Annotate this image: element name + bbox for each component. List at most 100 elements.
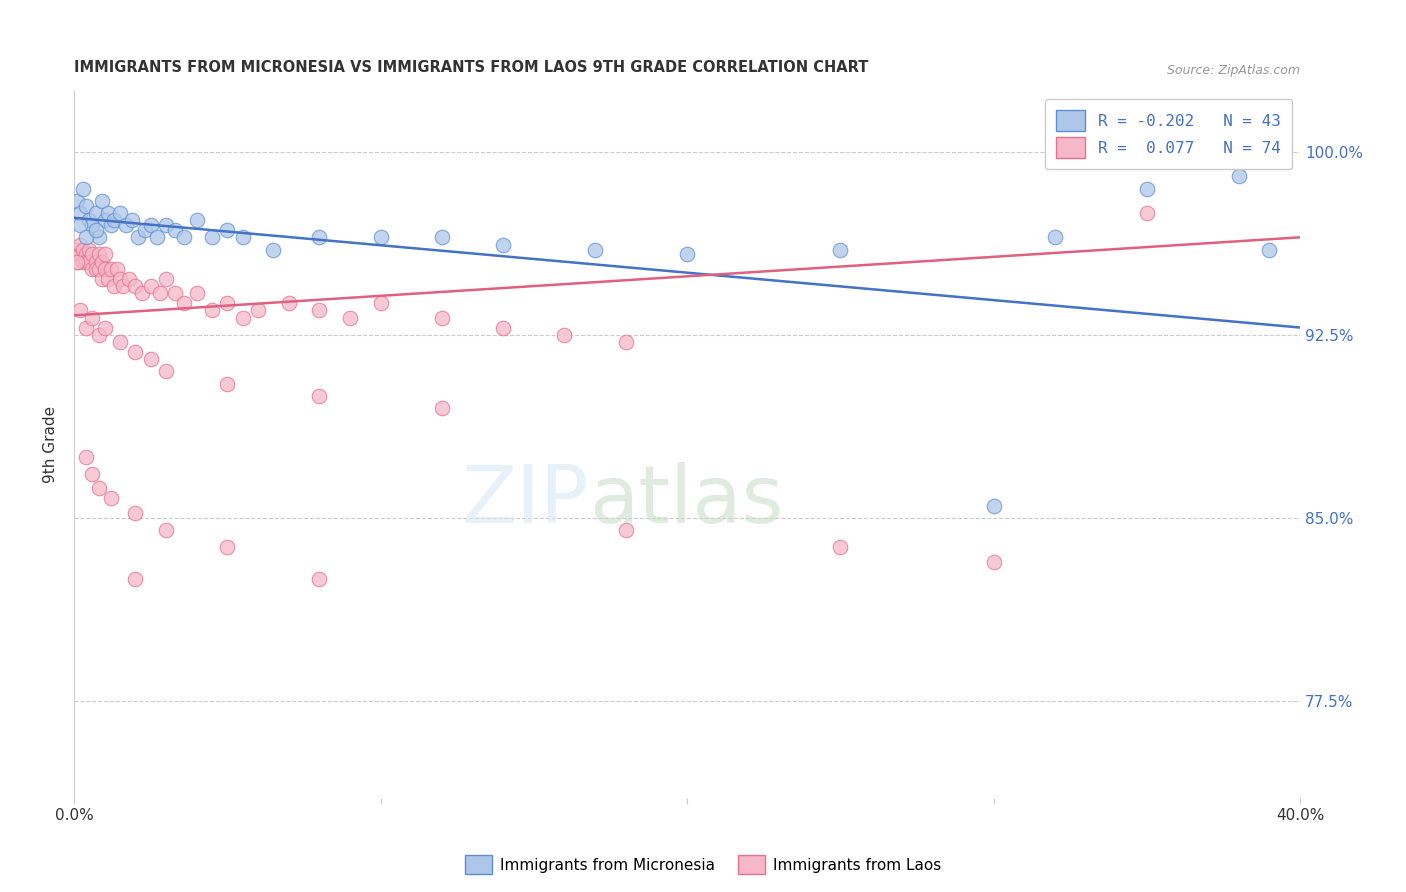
Point: [84, 254, 107, 268]
Point: [105, 262, 128, 277]
Point: [93, 320, 115, 334]
Point: [72, 254, 94, 268]
Point: [82, 247, 104, 261]
Point: [139, 218, 162, 232]
Point: [79, 243, 101, 257]
Point: [79, 254, 101, 268]
Point: [100, 218, 122, 232]
Point: [232, 230, 254, 244]
Point: [201, 230, 224, 244]
Point: [217, 296, 239, 310]
Point: [82, 218, 104, 232]
Point: [87, 327, 110, 342]
Point: [308, 572, 330, 586]
Point: [1258, 243, 1281, 257]
Point: [201, 303, 224, 318]
Point: [97, 272, 120, 286]
Point: [66, 254, 89, 268]
Point: [103, 213, 125, 227]
Point: [1043, 230, 1066, 244]
Point: [108, 206, 131, 220]
Point: [124, 572, 146, 586]
Point: [1227, 169, 1250, 184]
Point: [108, 335, 131, 350]
Point: [90, 272, 112, 286]
Point: [124, 506, 146, 520]
Point: [79, 213, 101, 227]
Point: [339, 310, 361, 325]
Point: [82, 310, 104, 325]
Point: [112, 279, 135, 293]
Point: [87, 262, 110, 277]
Point: [121, 213, 143, 227]
Point: [139, 352, 162, 367]
Point: [370, 230, 392, 244]
Point: [72, 243, 94, 257]
Point: [983, 499, 1005, 513]
Point: [124, 279, 146, 293]
Point: [173, 230, 195, 244]
Point: [72, 181, 94, 195]
Point: [165, 223, 187, 237]
Point: [983, 555, 1005, 569]
Point: [124, 345, 146, 359]
Point: [87, 230, 110, 244]
Point: [1136, 206, 1159, 220]
Y-axis label: 9th Grade: 9th Grade: [44, 406, 58, 483]
Point: [66, 243, 89, 257]
Legend: R = -0.202   N = 43, R =  0.077   N = 74: R = -0.202 N = 43, R = 0.077 N = 74: [1045, 99, 1292, 169]
Point: [308, 389, 330, 403]
Point: [103, 279, 125, 293]
Text: ZIP: ZIP: [461, 462, 589, 541]
Text: IMMIGRANTS FROM MICRONESIA VS IMMIGRANTS FROM LAOS 9TH GRADE CORRELATION CHART: IMMIGRANTS FROM MICRONESIA VS IMMIGRANTS…: [75, 60, 869, 75]
Text: atlas: atlas: [589, 462, 783, 541]
Point: [217, 376, 239, 391]
Point: [232, 310, 254, 325]
Point: [75, 199, 97, 213]
Point: [173, 296, 195, 310]
Point: [134, 223, 156, 237]
Point: [492, 237, 515, 252]
Point: [370, 296, 392, 310]
Point: [75, 254, 97, 268]
Point: [127, 230, 149, 244]
Point: [69, 303, 91, 318]
Point: [676, 247, 699, 261]
Point: [217, 540, 239, 554]
Point: [69, 237, 91, 252]
Point: [90, 254, 112, 268]
Point: [1136, 181, 1159, 195]
Point: [246, 303, 269, 318]
Point: [108, 272, 131, 286]
Point: [430, 310, 453, 325]
Point: [139, 279, 162, 293]
Point: [217, 223, 239, 237]
Point: [155, 364, 177, 378]
Point: [75, 450, 97, 464]
Point: [1227, 145, 1250, 159]
Point: [84, 223, 107, 237]
Legend: Immigrants from Micronesia, Immigrants from Laos: Immigrants from Micronesia, Immigrants f…: [458, 849, 948, 880]
Point: [155, 218, 177, 232]
Point: [186, 286, 208, 301]
Point: [118, 272, 141, 286]
Point: [69, 206, 91, 220]
Point: [93, 262, 115, 277]
Point: [308, 230, 330, 244]
Point: [90, 194, 112, 208]
Point: [308, 303, 330, 318]
Point: [69, 218, 91, 232]
Text: Source: ZipAtlas.com: Source: ZipAtlas.com: [1167, 64, 1301, 77]
Point: [430, 230, 453, 244]
Point: [93, 213, 115, 227]
Point: [492, 320, 515, 334]
Point: [100, 491, 122, 506]
Point: [69, 247, 91, 261]
Point: [66, 194, 89, 208]
Point: [830, 540, 852, 554]
Point: [82, 467, 104, 481]
Point: [84, 262, 107, 277]
Point: [262, 243, 284, 257]
Point: [277, 296, 299, 310]
Point: [87, 482, 110, 496]
